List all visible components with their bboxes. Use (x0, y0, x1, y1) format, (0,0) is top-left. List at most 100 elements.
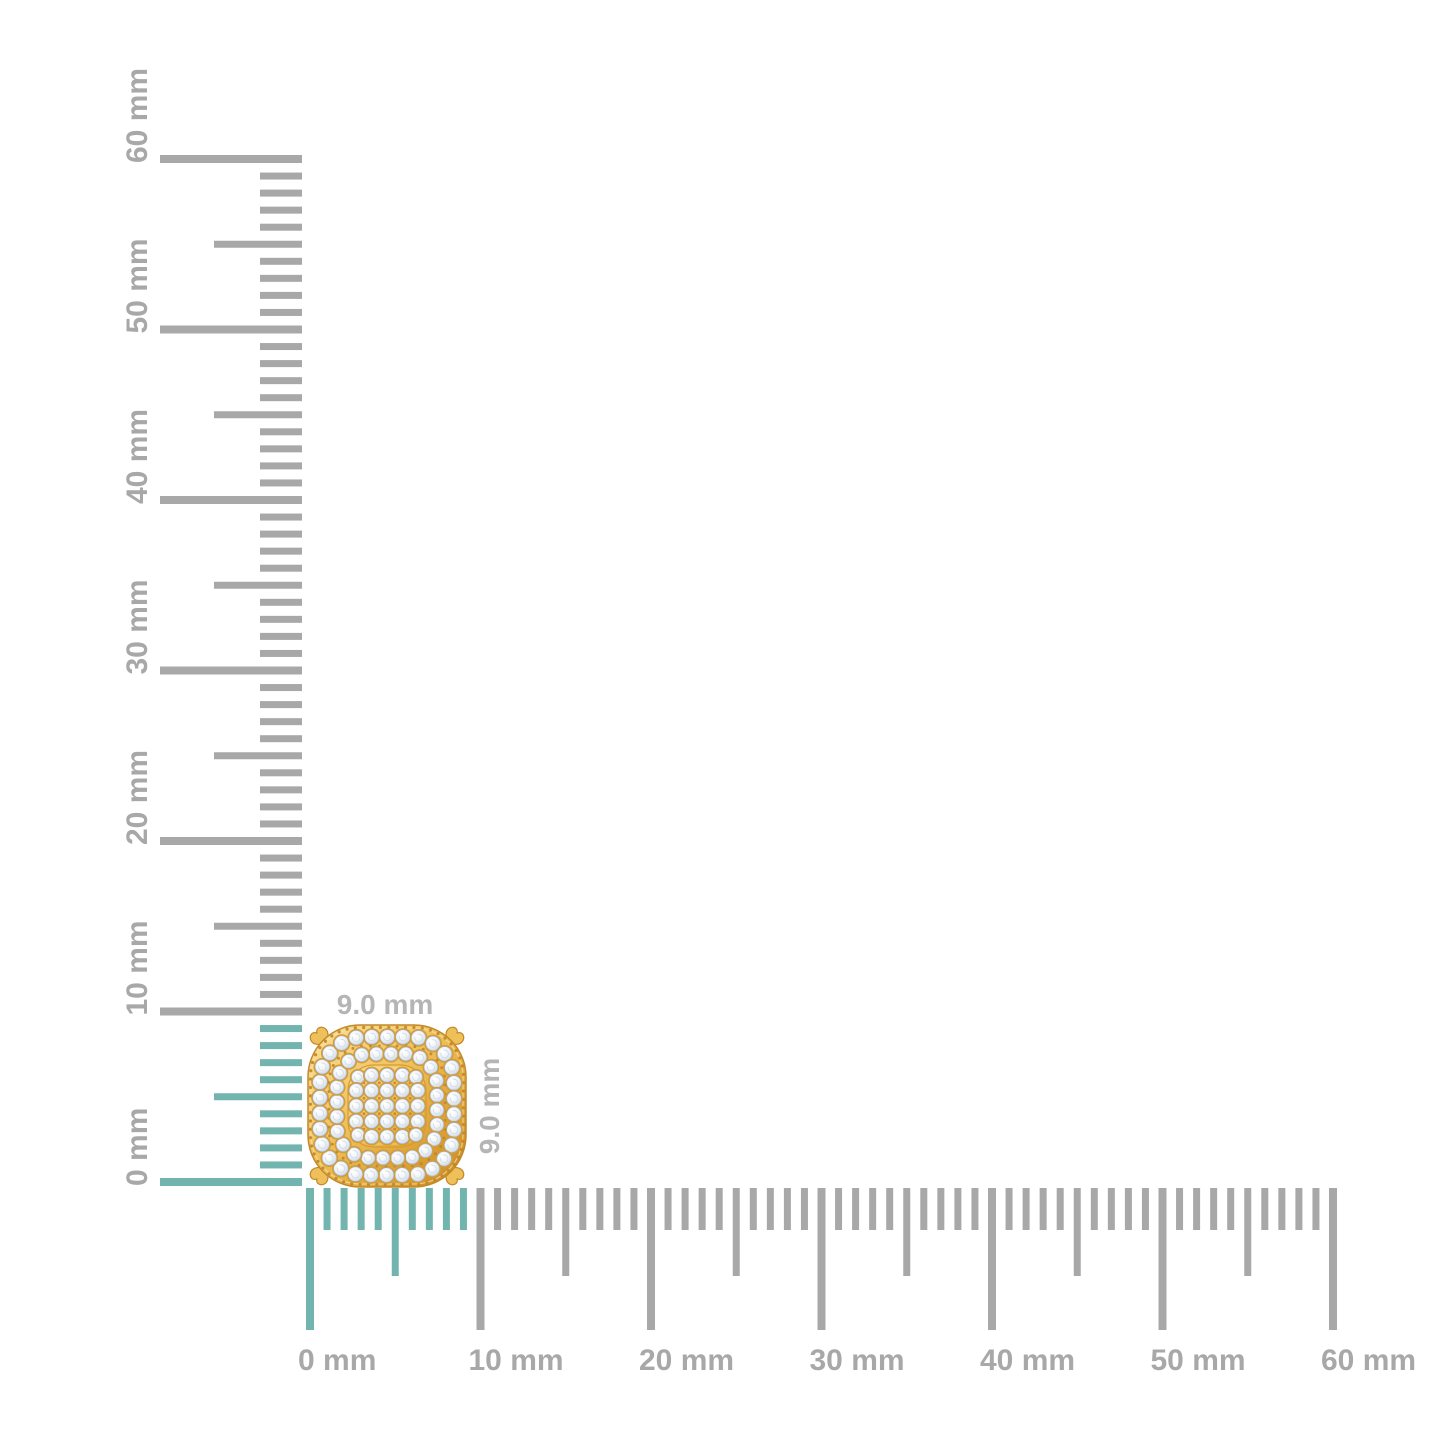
diamond-facet (447, 1141, 456, 1150)
v-tick-44mm (260, 428, 302, 436)
h-tick-56mm (1261, 1188, 1269, 1230)
diamond (364, 1114, 379, 1129)
h-tick-2mm (340, 1188, 348, 1230)
milgrain-bead (310, 1060, 315, 1065)
gold-body-rim (310, 1027, 464, 1185)
diamond (409, 1128, 423, 1142)
diamond-sparkle (318, 1062, 322, 1067)
diamond (379, 1129, 395, 1145)
milgrain-bead (362, 1025, 366, 1030)
diamond-sparkle (433, 1121, 437, 1125)
diamond (395, 1083, 410, 1098)
milgrain-bead (433, 1178, 437, 1182)
milgrain-bead (395, 1044, 399, 1048)
h-tick-12mm (511, 1188, 519, 1230)
diamond-sparkle (398, 1133, 402, 1137)
diamond-sparkle (383, 1086, 387, 1091)
milgrain-bead (357, 1163, 361, 1167)
h-tick-60mm (1329, 1188, 1337, 1330)
v-tick-39mm (260, 513, 302, 521)
diamond (425, 1035, 441, 1052)
v-tick-8mm (260, 1042, 302, 1050)
diamond-sparkle (367, 1071, 372, 1075)
milgrain-bead (458, 1056, 462, 1060)
diamond-sparkle (379, 1154, 383, 1158)
diamond (418, 1143, 433, 1158)
h-tick-23mm (698, 1188, 706, 1230)
h-tick-57mm (1278, 1188, 1286, 1230)
diamond (364, 1067, 379, 1083)
diamond-facet (354, 1073, 362, 1081)
milgrain-bead (419, 1162, 423, 1166)
diamond (412, 1050, 428, 1065)
diamond (423, 1060, 439, 1075)
diamond (379, 1029, 396, 1045)
diamond-sparkle (367, 1133, 372, 1137)
diamond (378, 1167, 395, 1183)
diamond-sparkle (367, 1117, 372, 1121)
h-tick-58mm (1295, 1188, 1303, 1230)
diamond-sparkle (367, 1171, 371, 1175)
diamond-sparkle (325, 1154, 329, 1158)
milgrain-bead (309, 1069, 313, 1073)
diamond-facet (433, 1106, 441, 1115)
diamond-facet (393, 1154, 402, 1162)
diamond (351, 1128, 365, 1142)
diamond (346, 1147, 362, 1162)
h-tick-22mm (681, 1188, 689, 1230)
v-tick-21mm (260, 820, 302, 828)
diamond-facet (415, 1053, 424, 1062)
diamond-facet (339, 1140, 348, 1149)
diamond-facet (414, 1033, 423, 1043)
milgrain-bead (378, 1025, 383, 1030)
diamond-sparkle (350, 1150, 354, 1154)
diamond-sparkle (393, 1154, 398, 1158)
diamond-facet (367, 1101, 376, 1111)
diamond-facet (333, 1127, 342, 1136)
diamond (348, 1083, 364, 1098)
v-ruler-label-40mm: 40 mm (121, 409, 154, 504)
diamond-facet (366, 1170, 376, 1180)
v-tick-18mm (260, 871, 302, 879)
milgrain-bead (443, 1036, 447, 1040)
h-tick-3mm (357, 1188, 365, 1230)
diamond-facet (325, 1049, 335, 1058)
diamond-facet (412, 1073, 420, 1081)
diamond-sparkle (351, 1170, 355, 1174)
v-ruler-label-50mm: 50 mm (121, 238, 154, 333)
h-tick-9mm (459, 1188, 467, 1230)
v-tick-4mm (260, 1110, 302, 1118)
diamond-sparkle (421, 1146, 425, 1151)
diamond-facet (398, 1132, 407, 1141)
h-tick-36mm (920, 1188, 928, 1230)
diamond-facet (398, 1032, 408, 1042)
diamond-facet (421, 1146, 430, 1155)
h-ruler-label-50mm: 50 mm (1151, 1344, 1246, 1377)
diamond-facet (447, 1063, 457, 1072)
v-tick-19mm (260, 854, 302, 862)
diamond-sparkle (367, 1086, 372, 1091)
milgrain-bead (313, 1053, 318, 1057)
h-tick-39mm (971, 1188, 979, 1230)
diamond (410, 1098, 426, 1114)
h-tick-7mm (425, 1188, 433, 1230)
diamond (354, 1047, 369, 1063)
diamond (351, 1070, 365, 1084)
h-tick-38mm (954, 1188, 962, 1230)
diamond-sparkle (352, 1033, 356, 1038)
diamond (446, 1091, 462, 1107)
diamond-facet (357, 1050, 366, 1059)
v-tick-57mm (260, 206, 302, 214)
h-ruler-label-60mm: 60 mm (1321, 1344, 1416, 1377)
vertical-ruler: 0 mm 10 mm 20 mm 30 mm 40 mm 50 mm 60 mm (121, 68, 302, 1186)
h-tick-5mm (391, 1188, 399, 1276)
diamond (405, 1149, 420, 1165)
v-tick-14mm (260, 939, 302, 947)
diamond-facet (413, 1170, 422, 1179)
diamond-sparkle (325, 1049, 330, 1053)
diamond (395, 1067, 410, 1083)
milgrain-bead (454, 1048, 458, 1053)
milgrain-bead (440, 1066, 444, 1070)
milgrain-bead (452, 1162, 456, 1167)
diamond-facet (344, 1057, 353, 1066)
